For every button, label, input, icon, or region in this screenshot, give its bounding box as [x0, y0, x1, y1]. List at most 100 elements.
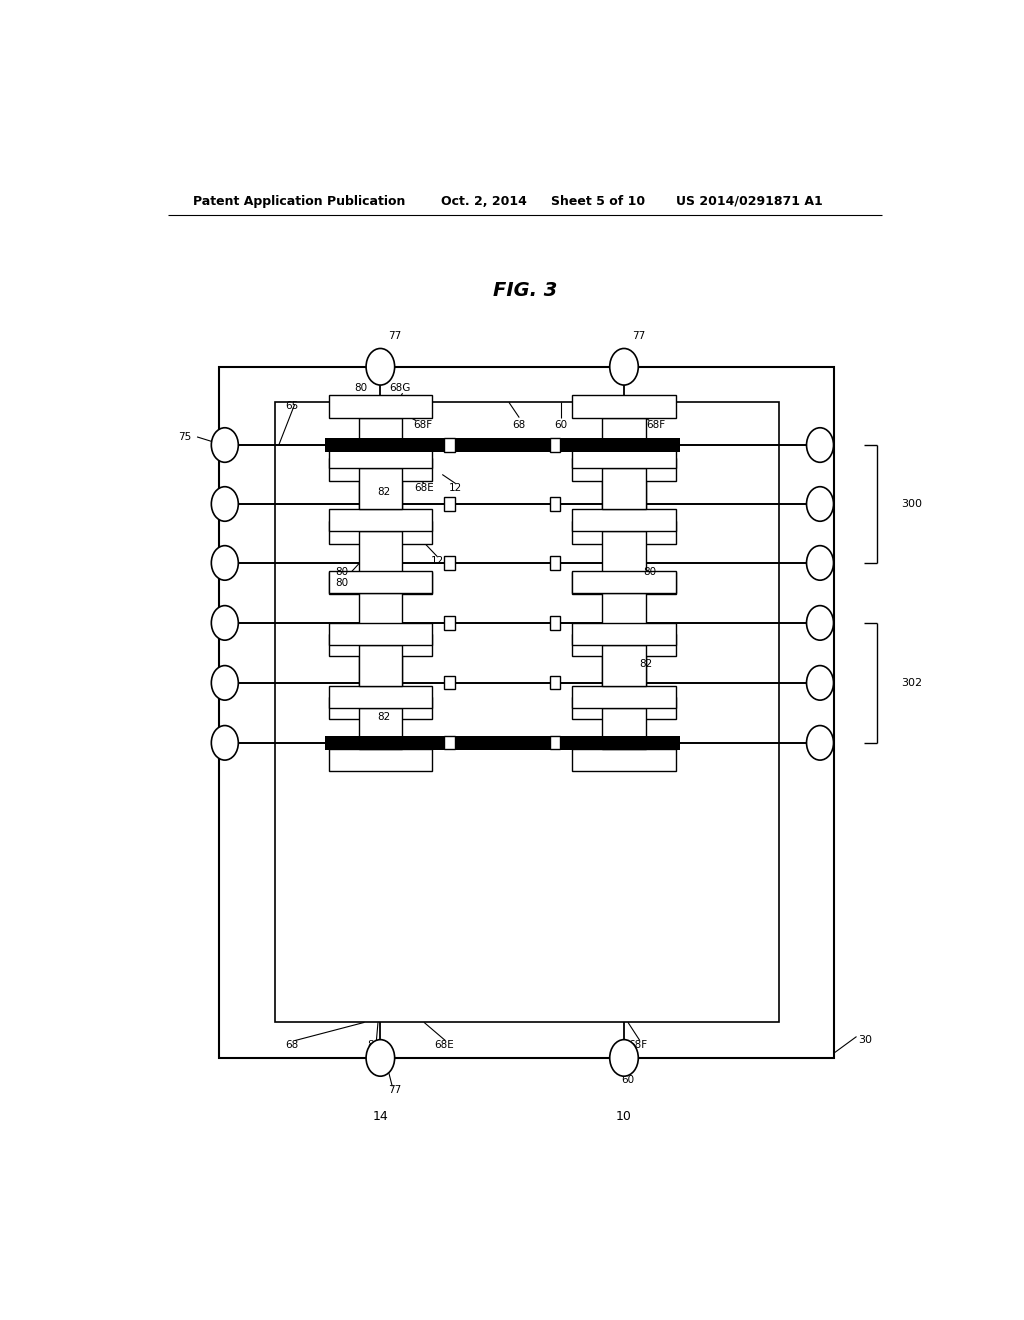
Bar	[329, 521, 432, 544]
Text: 77: 77	[388, 1085, 401, 1096]
Circle shape	[211, 545, 239, 581]
Bar	[550, 556, 560, 569]
Text: US 2014/0291871 A1: US 2014/0291871 A1	[676, 194, 822, 207]
Bar	[219, 367, 835, 1057]
Bar	[325, 735, 436, 750]
Text: 82: 82	[378, 487, 391, 496]
Bar	[572, 395, 676, 417]
Text: 12: 12	[431, 556, 444, 566]
Bar	[572, 458, 676, 480]
Bar	[550, 498, 560, 511]
Text: 68F: 68F	[414, 420, 433, 430]
Text: 80: 80	[336, 568, 349, 577]
Text: 80: 80	[643, 568, 656, 577]
Text: 68G: 68G	[389, 383, 411, 393]
Bar	[329, 634, 432, 656]
Bar	[329, 572, 432, 594]
Text: 65: 65	[286, 401, 299, 412]
Text: 68F: 68F	[646, 420, 666, 430]
Bar	[444, 438, 455, 451]
Bar	[572, 446, 676, 469]
Text: 10: 10	[616, 1110, 632, 1123]
Bar	[572, 686, 676, 709]
Bar	[602, 709, 646, 748]
Bar	[602, 656, 646, 697]
Circle shape	[807, 726, 834, 760]
Text: 68E: 68E	[414, 483, 434, 492]
Circle shape	[807, 606, 834, 640]
Bar	[602, 532, 646, 572]
Bar	[329, 686, 432, 709]
Bar	[572, 510, 676, 532]
Text: 14: 14	[373, 1110, 388, 1123]
Bar	[572, 572, 676, 594]
Bar	[358, 656, 402, 697]
Bar	[602, 469, 646, 510]
Bar	[550, 737, 560, 750]
Bar	[444, 676, 455, 689]
Text: 302: 302	[901, 678, 922, 688]
Bar	[444, 498, 455, 511]
Bar	[444, 616, 455, 630]
Text: 80: 80	[368, 1040, 381, 1049]
Bar	[358, 645, 402, 686]
Bar	[602, 645, 646, 686]
Bar	[568, 438, 680, 453]
Text: 300: 300	[901, 499, 922, 510]
Bar	[602, 480, 646, 521]
Bar	[602, 417, 646, 458]
Bar	[329, 748, 432, 771]
Bar	[568, 735, 680, 750]
Bar	[329, 572, 432, 594]
Bar	[424, 735, 581, 750]
Bar	[358, 532, 402, 572]
Text: 68: 68	[513, 420, 526, 430]
Bar	[329, 510, 432, 532]
Text: 80: 80	[354, 383, 367, 393]
Bar	[572, 634, 676, 656]
Circle shape	[807, 545, 834, 581]
Text: 75: 75	[178, 432, 190, 442]
Bar	[572, 697, 676, 719]
Text: 30: 30	[858, 1035, 872, 1044]
Bar	[444, 737, 455, 750]
Bar	[572, 623, 676, 645]
Bar	[358, 709, 402, 748]
Text: 82: 82	[378, 713, 391, 722]
Text: 68: 68	[286, 1040, 299, 1049]
Bar	[329, 458, 432, 480]
Bar	[325, 438, 436, 453]
Bar	[550, 616, 560, 630]
Text: Sheet 5 of 10: Sheet 5 of 10	[551, 194, 645, 207]
Text: 77: 77	[388, 331, 401, 342]
Text: Oct. 2, 2014: Oct. 2, 2014	[441, 194, 527, 207]
Circle shape	[211, 487, 239, 521]
Bar	[358, 469, 402, 510]
Bar	[572, 521, 676, 544]
Text: 68F: 68F	[629, 1040, 648, 1049]
Bar	[550, 438, 560, 451]
Bar	[329, 446, 432, 469]
Bar	[329, 623, 432, 645]
Bar	[329, 697, 432, 719]
Bar	[444, 556, 455, 569]
Bar	[274, 403, 779, 1022]
Circle shape	[609, 1040, 638, 1076]
Text: 12: 12	[450, 483, 463, 492]
Text: 60: 60	[554, 420, 567, 430]
Text: FIG. 3: FIG. 3	[493, 281, 557, 300]
Bar	[358, 417, 402, 458]
Text: 60: 60	[622, 1076, 635, 1085]
Bar	[550, 676, 560, 689]
Circle shape	[211, 726, 239, 760]
Bar	[424, 438, 581, 453]
Bar	[572, 572, 676, 594]
Bar	[572, 748, 676, 771]
Text: Patent Application Publication: Patent Application Publication	[194, 194, 406, 207]
Bar	[358, 480, 402, 521]
Text: 82: 82	[640, 659, 653, 668]
Text: 68E: 68E	[434, 1040, 454, 1049]
Circle shape	[807, 665, 834, 700]
Circle shape	[211, 428, 239, 462]
Text: 77: 77	[632, 331, 645, 342]
